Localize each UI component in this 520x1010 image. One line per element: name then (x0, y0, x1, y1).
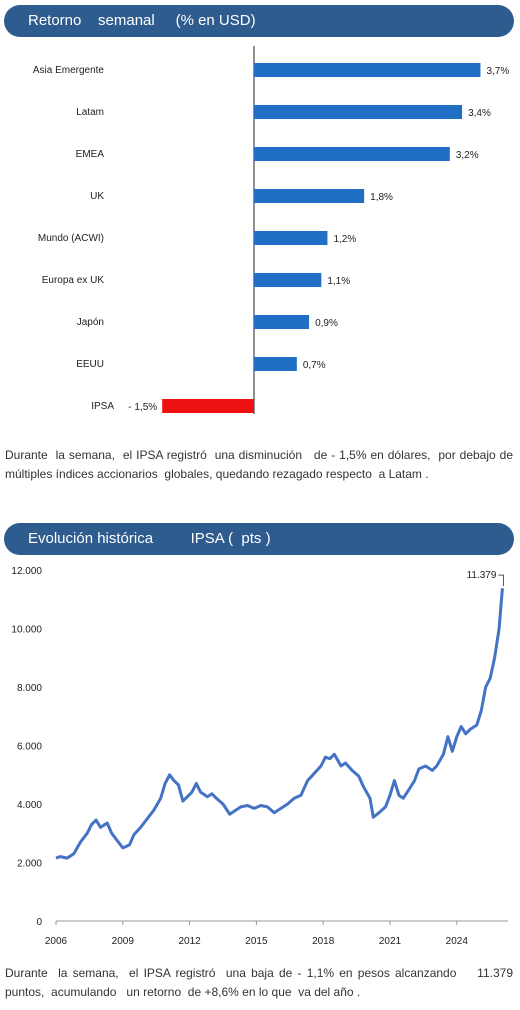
data-label-3: 1,8% (370, 192, 393, 203)
x-tick-label-1: 2009 (112, 936, 135, 947)
y-tick-label-0: 0 (36, 917, 42, 928)
last-value-label: 11.379 (467, 570, 497, 581)
category-label-0: Asia Emergente (33, 65, 105, 76)
category-label-6: Japón (77, 317, 104, 328)
x-tick-label-4: 2018 (312, 936, 335, 947)
data-label-7: 0,7% (303, 360, 326, 371)
category-label-7: EEUU (76, 359, 104, 370)
chart2-title-banner: Evolución histórica IPSA ( pts ) (4, 523, 514, 555)
data-label-4: 1,2% (333, 234, 356, 245)
y-tick-label-4: 8.000 (17, 683, 42, 694)
bar-8 (162, 399, 254, 413)
weekly-return-bar-chart: Asia Emergente 3,7% Latam 3,4% EMEA 3,2% UK 1,8… (33, 46, 509, 414)
data-label-6: 0,9% (315, 318, 338, 329)
bar-7 (254, 357, 297, 371)
bar-3 (254, 189, 365, 203)
x-tick-label-0: 2006 (45, 936, 68, 947)
y-tick-label-3: 6.000 (17, 742, 42, 753)
bar-4 (254, 231, 328, 245)
bar-1 (254, 105, 463, 119)
ipsa-history-commentary: Durante la semana, el IPSA registró una … (5, 966, 517, 999)
bar-2 (254, 147, 450, 161)
chart1-title-banner: Retorno semanal (% en USD) (4, 5, 514, 37)
bar-0 (254, 63, 481, 77)
y-tick-label-6: 12.000 (11, 566, 42, 577)
data-label-5: 1,1% (327, 276, 350, 287)
category-label-1: Latam (76, 107, 104, 118)
y-tick-label-1: 2.000 (17, 859, 42, 870)
x-tick-label-3: 2015 (245, 936, 268, 947)
data-label-1: 3,4% (468, 108, 491, 119)
category-label-8: IPSA (91, 401, 114, 412)
ipsa-history-line-chart: 0 2.000 4.000 6.000 8.000 10.000 12.000 2006 200… (11, 566, 508, 947)
data-label-0: 3,7% (486, 66, 509, 77)
y-tick-label-5: 10.000 (11, 625, 42, 636)
weekly-return-commentary: Durante la semana, el IPSA registró una … (5, 448, 517, 481)
category-label-4: Mundo (ACWI) (38, 233, 104, 244)
x-tick-label-2: 2012 (178, 936, 201, 947)
data-label-8: - 1,5% (128, 402, 157, 413)
category-label-2: EMEA (76, 149, 105, 160)
x-tick-label-5: 2021 (379, 936, 402, 947)
last-value-leader (498, 574, 504, 587)
category-label-5: Europa ex UK (42, 275, 105, 286)
bar-6 (254, 315, 310, 329)
category-label-3: UK (90, 191, 104, 202)
data-label-2: 3,2% (456, 150, 479, 161)
x-tick-label-6: 2024 (446, 936, 469, 947)
bar-5 (254, 273, 322, 287)
y-tick-label-2: 4.000 (17, 800, 42, 811)
ipsa-series-line (55, 588, 504, 860)
